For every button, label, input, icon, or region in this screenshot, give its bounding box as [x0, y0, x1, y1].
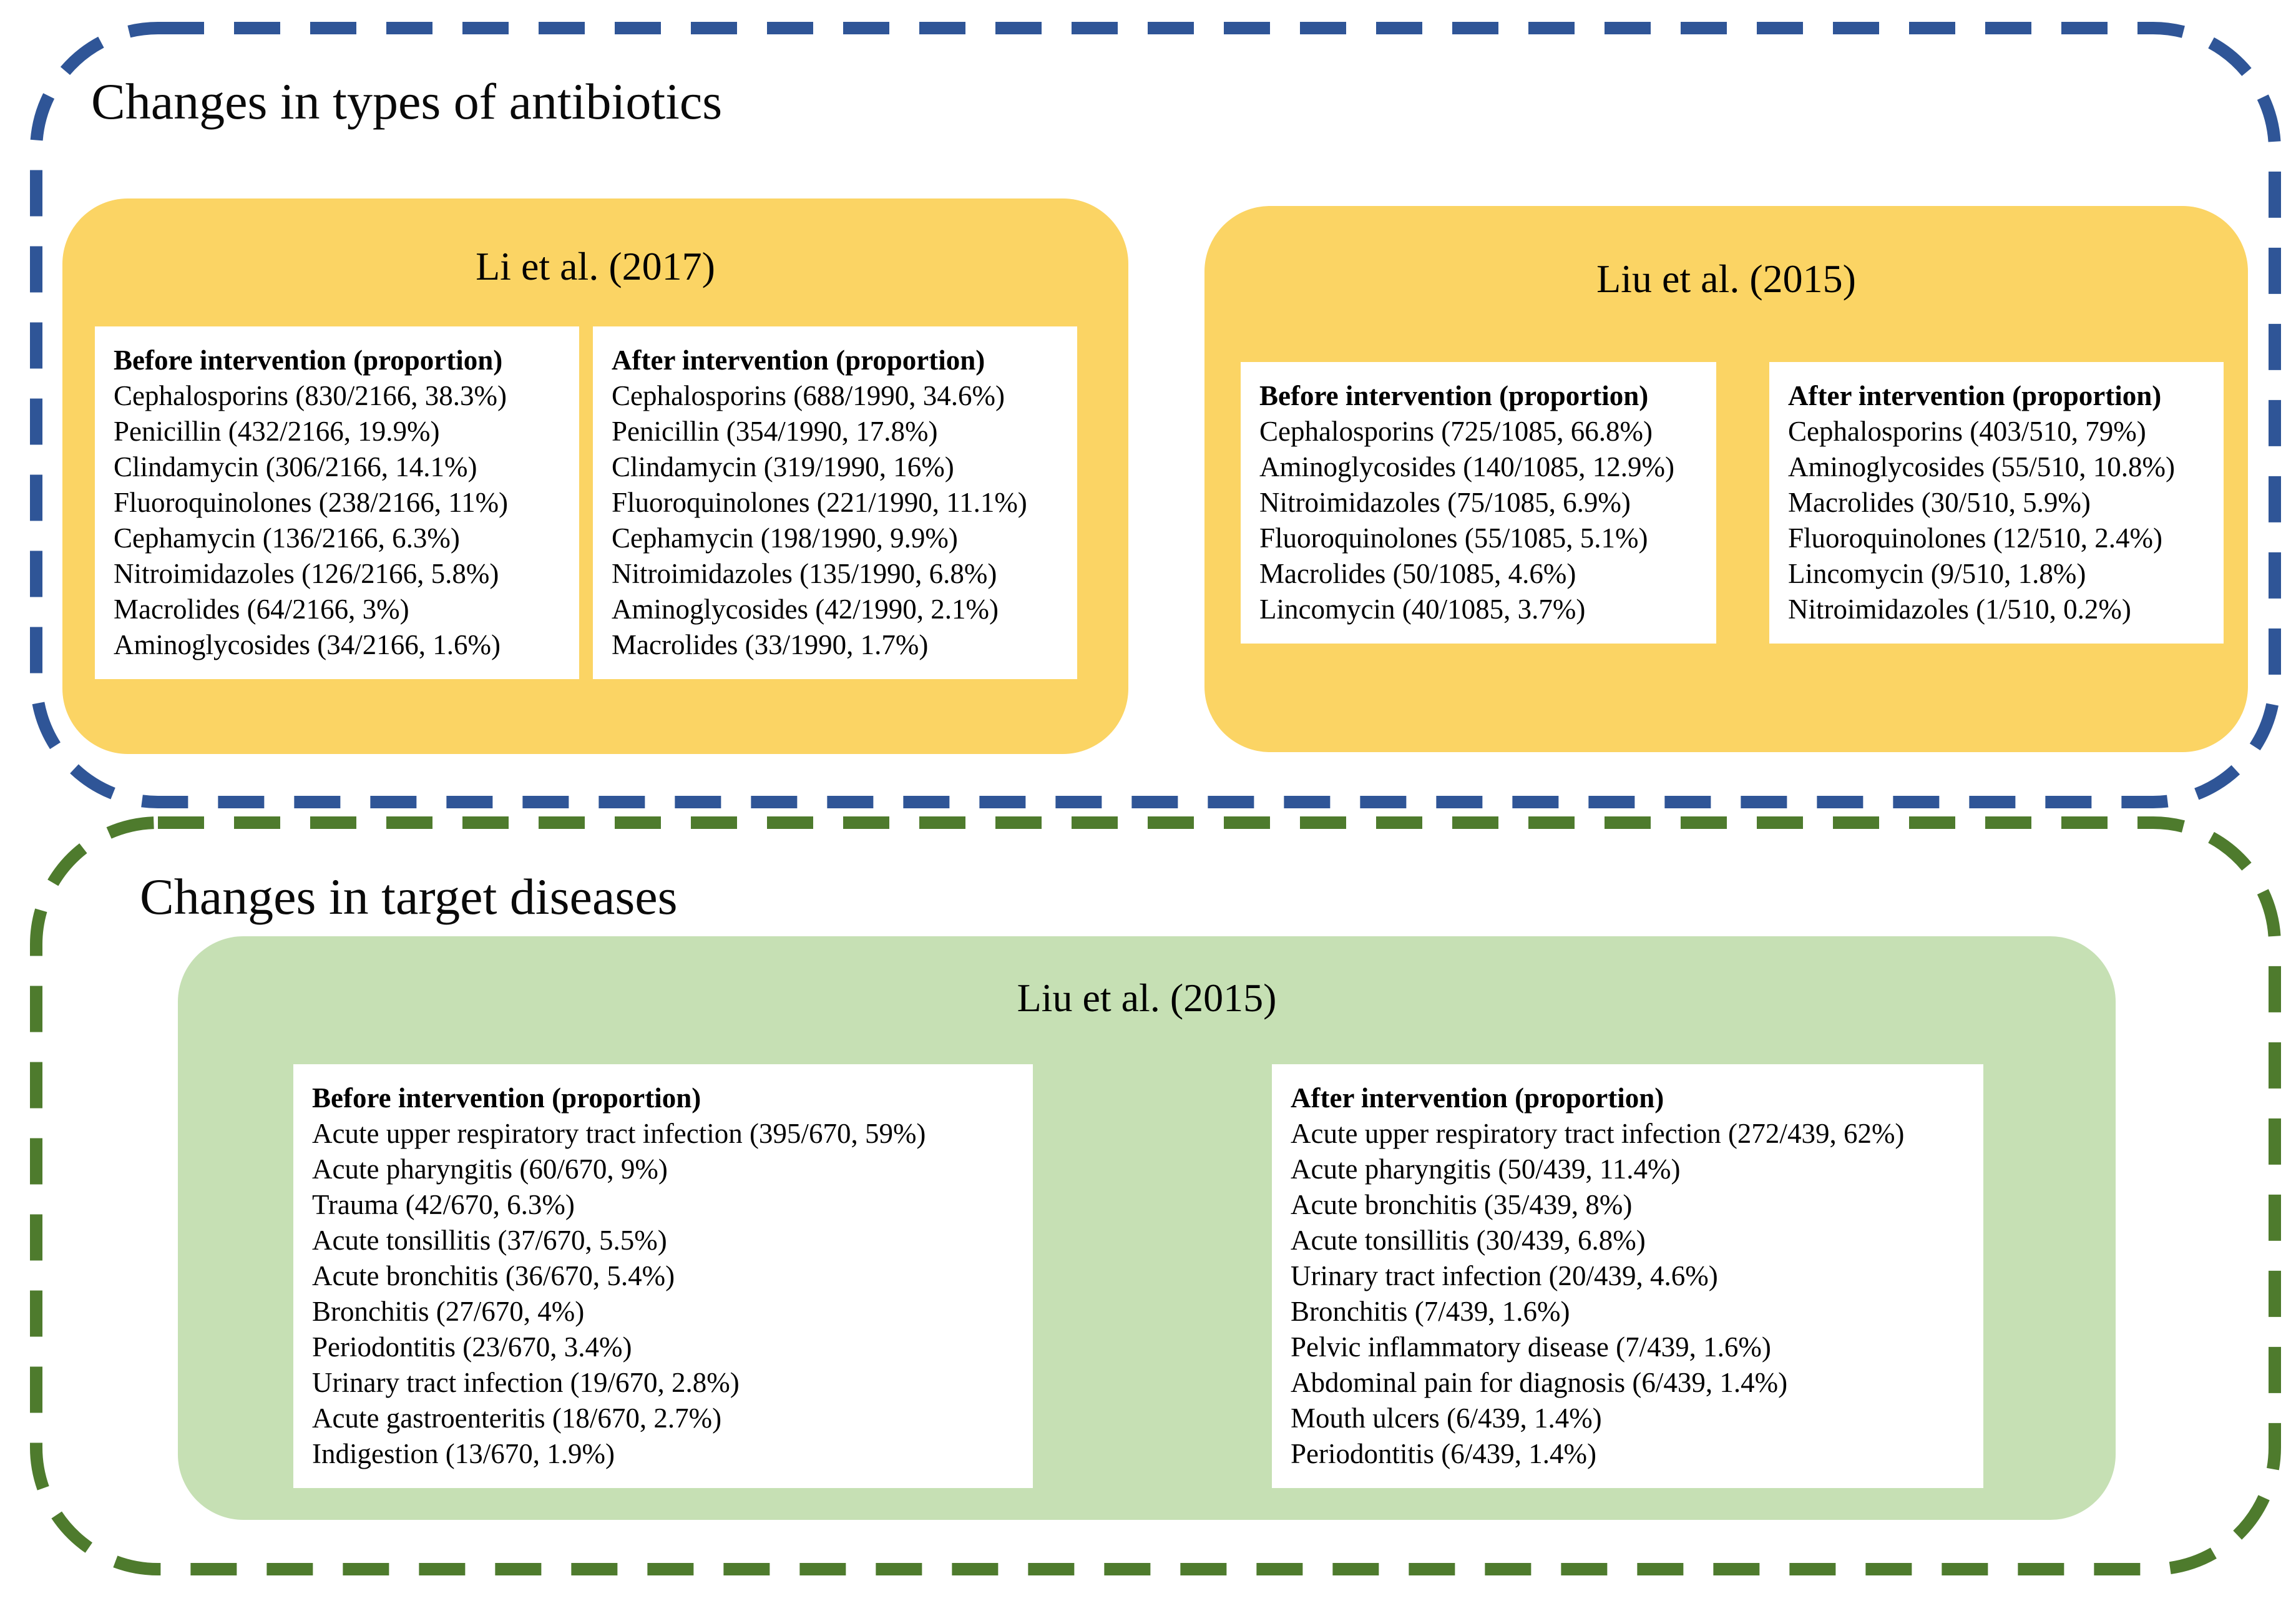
after-panel-header: After intervention (proportion)	[612, 345, 985, 376]
disease-item: Trauma (42/670, 6.3%)	[312, 1189, 575, 1220]
before-panel-list: Cephalosporins (830/2166, 38.3%) Penicill…	[114, 378, 560, 663]
study-title-liu-2015-antibiotics: Liu et al. (2015)	[1596, 257, 1856, 301]
antibiotic-item: Macrolides (50/1085, 4.6%)	[1259, 558, 1576, 589]
before-panel-list: Acute upper respiratory tract infection …	[312, 1116, 1014, 1472]
disease-item: Bronchitis (7/439, 1.6%)	[1291, 1296, 1570, 1327]
disease-item: Pelvic inflammatory disease (7/439, 1.6%…	[1291, 1331, 1771, 1363]
disease-item: Periodontitis (23/670, 3.4%)	[312, 1331, 632, 1363]
disease-item: Acute pharyngitis (50/439, 11.4%)	[1291, 1153, 1681, 1185]
disease-item: Acute tonsillitis (37/670, 5.5%)	[312, 1225, 667, 1256]
liu-2015-diseases-after-panel: After intervention (proportion) Acute up…	[1272, 1064, 1983, 1488]
antibiotic-item: Clindamycin (306/2166, 14.1%)	[114, 451, 477, 482]
antibiotic-item: Penicillin (432/2166, 19.9%)	[114, 416, 440, 447]
antibiotic-item: Cephalosporins (403/510, 79%)	[1788, 416, 2146, 447]
antibiotic-item: Cephalosporins (725/1085, 66.8%)	[1259, 416, 1653, 447]
antibiotic-item: Macrolides (30/510, 5.9%)	[1788, 487, 2091, 518]
antibiotic-item: Nitroimidazoles (126/2166, 5.8%)	[114, 558, 499, 589]
liu-2015-diseases-before-panel: Before intervention (proportion) Acute u…	[293, 1064, 1033, 1488]
study-title-liu-2015-diseases: Liu et al. (2015)	[1017, 976, 1277, 1020]
before-panel-list: Cephalosporins (725/1085, 66.8%) Aminogly…	[1259, 414, 1698, 627]
antibiotics-section-title: Changes in types of antibiotics	[91, 73, 723, 130]
liu-2015-antibiotics-after-panel: After intervention (proportion) Cephalos…	[1769, 362, 2224, 644]
disease-item: Acute gastroenteritis (18/670, 2.7%)	[312, 1403, 722, 1434]
antibiotic-item: Macrolides (33/1990, 1.7%)	[612, 629, 929, 660]
antibiotic-item: Penicillin (354/1990, 17.8%)	[612, 416, 938, 447]
antibiotic-item: Nitroimidazoles (1/510, 0.2%)	[1788, 594, 2131, 625]
disease-item: Urinary tract infection (20/439, 4.6%)	[1291, 1260, 1718, 1291]
disease-item: Bronchitis (27/670, 4%)	[312, 1296, 585, 1327]
after-panel-header: After intervention (proportion)	[1788, 380, 2162, 411]
after-panel-header: After intervention (proportion)	[1291, 1082, 1664, 1114]
antibiotic-item: Fluoroquinolones (238/2166, 11%)	[114, 487, 509, 518]
study-box-li-2017: Li et al. (2017) Before intervention (pr…	[62, 198, 1128, 754]
antibiotic-item: Fluoroquinolones (221/1990, 11.1%)	[612, 487, 1027, 518]
antibiotic-item: Fluoroquinolones (12/510, 2.4%)	[1788, 522, 2162, 554]
antibiotic-item: Aminoglycosides (140/1085, 12.9%)	[1259, 451, 1674, 482]
disease-item: Acute bronchitis (36/670, 5.4%)	[312, 1260, 675, 1291]
antibiotic-item: Clindamycin (319/1990, 16%)	[612, 451, 954, 482]
disease-item: Acute upper respiratory tract infection …	[1291, 1118, 1905, 1149]
diseases-section-title: Changes in target diseases	[140, 868, 678, 925]
antibiotic-item: Lincomycin (40/1085, 3.7%)	[1259, 594, 1586, 625]
before-panel-header: Before intervention (proportion)	[114, 345, 503, 376]
disease-item: Indigestion (13/670, 1.9%)	[312, 1438, 615, 1469]
antibiotic-item: Aminoglycosides (42/1990, 2.1%)	[612, 594, 999, 625]
disease-item: Mouth ulcers (6/439, 1.4%)	[1291, 1403, 1602, 1434]
antibiotic-item: Aminoglycosides (55/510, 10.8%)	[1788, 451, 2175, 482]
after-panel-list: Acute upper respiratory tract infection …	[1291, 1116, 1965, 1472]
antibiotic-item: Nitroimidazoles (75/1085, 6.9%)	[1259, 487, 1631, 518]
after-panel-list: Cephalosporins (688/1990, 34.6%) Penicill…	[612, 378, 1058, 663]
antibiotic-item: Fluoroquinolones (55/1085, 5.1%)	[1259, 522, 1648, 554]
after-panel-list: Cephalosporins (403/510, 79%) Aminoglycos…	[1788, 414, 2205, 627]
study-title-li-2017: Li et al. (2017)	[476, 244, 715, 288]
disease-item: Acute pharyngitis (60/670, 9%)	[312, 1153, 668, 1185]
antibiotic-item: Cephalosporins (830/2166, 38.3%)	[114, 380, 507, 411]
disease-item: Periodontitis (6/439, 1.4%)	[1291, 1438, 1596, 1469]
disease-item: Acute tonsillitis (30/439, 6.8%)	[1291, 1225, 1646, 1256]
disease-item: Abdominal pain for diagnosis (6/439, 1.4…	[1291, 1367, 1788, 1398]
disease-item: Acute upper respiratory tract infection …	[312, 1118, 926, 1149]
antibiotic-item: Lincomycin (9/510, 1.8%)	[1788, 558, 2086, 589]
before-panel-header: Before intervention (proportion)	[312, 1082, 701, 1114]
disease-item: Acute bronchitis (35/439, 8%)	[1291, 1189, 1633, 1220]
study-box-liu-2015-diseases: Liu et al. (2015) Before intervention (p…	[178, 936, 2116, 1520]
li-2017-after-panel: After intervention (proportion) Cephalos…	[593, 326, 1077, 679]
antibiotic-item: Cephamycin (136/2166, 6.3%)	[114, 522, 460, 554]
antibiotic-item: Nitroimidazoles (135/1990, 6.8%)	[612, 558, 997, 589]
liu-2015-antibiotics-before-panel: Before intervention (proportion) Cephalo…	[1241, 362, 1716, 644]
study-box-liu-2015-antibiotics: Liu et al. (2015) Before intervention (p…	[1204, 206, 2248, 752]
antibiotic-item: Macrolides (64/2166, 3%)	[114, 594, 409, 625]
antibiotic-item: Aminoglycosides (34/2166, 1.6%)	[114, 629, 501, 660]
before-panel-header: Before intervention (proportion)	[1259, 380, 1649, 411]
antibiotic-item: Cephamycin (198/1990, 9.9%)	[612, 522, 958, 554]
antibiotic-item: Cephalosporins (688/1990, 34.6%)	[612, 380, 1005, 411]
disease-item: Urinary tract infection (19/670, 2.8%)	[312, 1367, 740, 1398]
li-2017-before-panel: Before intervention (proportion) Cephalo…	[95, 326, 579, 679]
